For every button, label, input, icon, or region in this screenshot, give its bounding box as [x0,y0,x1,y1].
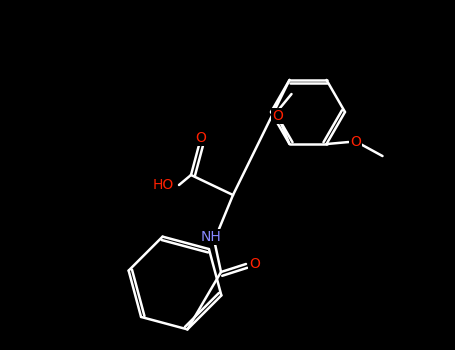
Text: HO: HO [152,178,174,192]
Text: O: O [350,135,361,149]
Text: O: O [196,131,207,145]
Text: O: O [272,109,283,123]
Text: NH: NH [201,230,222,244]
Text: O: O [249,257,260,271]
